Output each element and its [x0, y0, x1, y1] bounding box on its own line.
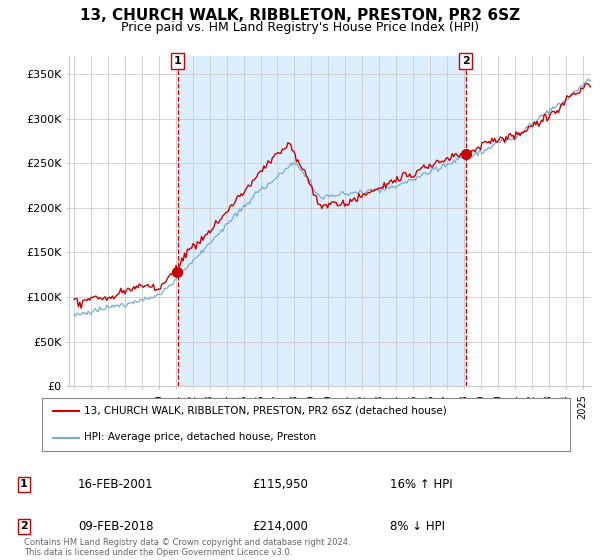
Text: 16-FEB-2001: 16-FEB-2001	[78, 478, 154, 491]
Text: 13, CHURCH WALK, RIBBLETON, PRESTON, PR2 6SZ (detached house): 13, CHURCH WALK, RIBBLETON, PRESTON, PR2…	[84, 406, 447, 416]
Bar	[178, 56, 466, 386]
Text: 13, CHURCH WALK, RIBBLETON, PRESTON, PR2 6SZ: 13, CHURCH WALK, RIBBLETON, PRESTON, PR2…	[80, 8, 520, 24]
Text: 2: 2	[462, 56, 470, 66]
Text: Contains HM Land Registry data © Crown copyright and database right 2024.
This d: Contains HM Land Registry data © Crown c…	[24, 538, 350, 557]
Text: 16% ↑ HPI: 16% ↑ HPI	[390, 478, 452, 491]
Text: 2: 2	[20, 521, 28, 531]
Text: £214,000: £214,000	[252, 520, 308, 533]
Text: 1: 1	[20, 479, 28, 489]
Text: £115,950: £115,950	[252, 478, 308, 491]
Text: 09-FEB-2018: 09-FEB-2018	[78, 520, 154, 533]
Text: 1: 1	[174, 56, 182, 66]
Text: HPI: Average price, detached house, Preston: HPI: Average price, detached house, Pres…	[84, 432, 316, 442]
Text: Price paid vs. HM Land Registry's House Price Index (HPI): Price paid vs. HM Land Registry's House …	[121, 21, 479, 34]
Text: 8% ↓ HPI: 8% ↓ HPI	[390, 520, 445, 533]
